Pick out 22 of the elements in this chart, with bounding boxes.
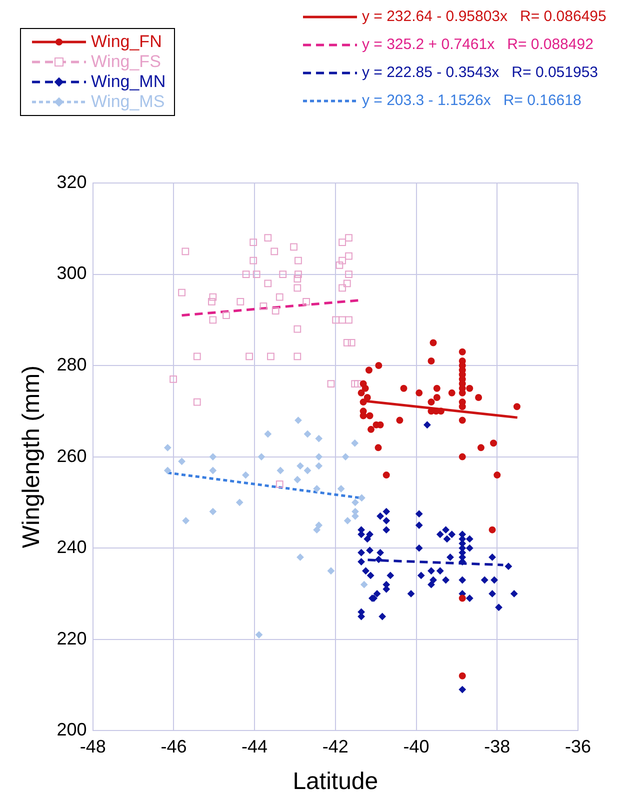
legend-label: y = 203.3 - 1.1526x R= 0.16618 bbox=[362, 91, 582, 111]
y-tick-label: 320 bbox=[56, 172, 87, 192]
y-tick-label: 260 bbox=[56, 446, 87, 466]
legend-label: Wing_FS bbox=[91, 52, 161, 72]
y-tick-label: 280 bbox=[56, 354, 87, 374]
x-tick-label: -36 bbox=[564, 736, 592, 756]
y-tick-label: 220 bbox=[56, 628, 87, 648]
legend-label: Wing_MN bbox=[91, 72, 166, 92]
y-tick-label: 240 bbox=[56, 537, 87, 558]
x-tick-label: -42 bbox=[322, 736, 348, 756]
legend-label: y = 232.64 - 0.95803x R= 0.086495 bbox=[362, 7, 606, 27]
legend-label: Wing_MS bbox=[91, 92, 165, 112]
legend-label: y = 325.2 + 0.7461x R= 0.088492 bbox=[362, 35, 594, 55]
x-tick-label: -40 bbox=[403, 736, 430, 756]
legend-label: y = 222.85 - 0.3543x R= 0.051953 bbox=[362, 63, 598, 83]
y-tick-label: 300 bbox=[56, 263, 87, 284]
x-axis-title: Latitude bbox=[292, 768, 378, 796]
legend-label: Wing_FN bbox=[91, 32, 162, 52]
x-tick-label: -46 bbox=[160, 736, 187, 756]
y-axis-title: Winglength (mm) bbox=[18, 365, 46, 548]
x-tick-label: -44 bbox=[242, 736, 268, 756]
x-tick-label: -38 bbox=[484, 736, 510, 756]
